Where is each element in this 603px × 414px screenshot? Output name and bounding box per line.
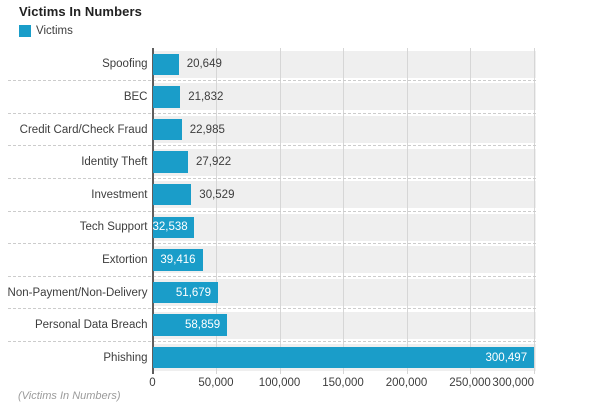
value-label: 32,538 <box>152 221 188 234</box>
value-label: 58,859 <box>185 319 221 332</box>
bar-investment[interactable] <box>152 183 192 206</box>
value-label: 22,985 <box>189 123 225 136</box>
x-axis-tick-label: 300,000 <box>492 377 534 389</box>
bar-personal-data-breach[interactable] <box>152 314 228 336</box>
x-axis-tick-label: 150,000 <box>322 377 364 389</box>
y-axis-line <box>151 48 154 374</box>
value-label: 30,529 <box>199 188 235 201</box>
category-label: Spoofing <box>102 58 148 71</box>
row-band <box>152 246 536 274</box>
value-label: 51,679 <box>175 286 212 299</box>
bar-bec[interactable] <box>152 86 181 108</box>
category-label: Personal Data Breach <box>34 319 148 332</box>
category-label: BEC <box>123 90 148 103</box>
x-axis-tick-label: 250,000 <box>449 377 491 389</box>
category-label: Credit Card/Check Fraud <box>19 123 148 136</box>
x-axis-tick-label: 100,000 <box>258 377 301 389</box>
category-label: Phishing <box>103 351 148 364</box>
value-label: 27,922 <box>196 156 232 169</box>
value-label: 20,649 <box>186 58 222 71</box>
row-separator <box>8 340 536 342</box>
legend-swatch-icon <box>19 25 31 37</box>
category-label: Investment <box>91 188 148 201</box>
value-label: 39,416 <box>160 253 196 266</box>
x-axis-tick-label: 200,000 <box>385 377 428 389</box>
row-separator <box>8 210 536 212</box>
x-axis-tick-label: 0 <box>149 377 156 389</box>
category-label: Extortion <box>102 253 148 266</box>
bar-spoofing[interactable] <box>152 53 179 76</box>
value-label: 21,832 <box>188 90 224 103</box>
category-label: Tech Support <box>79 221 148 234</box>
bar-extortion[interactable] <box>152 249 203 271</box>
row-band <box>152 213 536 241</box>
bar-identity-theft[interactable] <box>152 151 188 173</box>
value-label: 300,497 <box>485 351 528 364</box>
bar-tech-support[interactable] <box>152 216 194 239</box>
row-separator <box>8 177 536 179</box>
legend-label: Victims <box>36 25 73 37</box>
x-axis-tick-label: 50,000 <box>198 377 234 389</box>
row-separator <box>8 145 536 147</box>
row-separator <box>8 80 536 82</box>
row-separator <box>8 275 536 277</box>
chart-title: Victims In Numbers <box>19 4 142 19</box>
chart-footnote: (Victims In Numbers) <box>18 390 121 402</box>
category-label: Non-Payment/Non-Delivery <box>7 286 148 299</box>
bar-phishing[interactable] <box>152 346 535 369</box>
row-separator <box>8 243 536 245</box>
row-separator <box>8 308 536 310</box>
bar-non-payment-non-delivery[interactable] <box>152 281 219 304</box>
bar-credit-card-check-fraud[interactable] <box>152 118 182 141</box>
row-separator <box>8 112 536 114</box>
category-label: Identity Theft <box>81 156 148 169</box>
